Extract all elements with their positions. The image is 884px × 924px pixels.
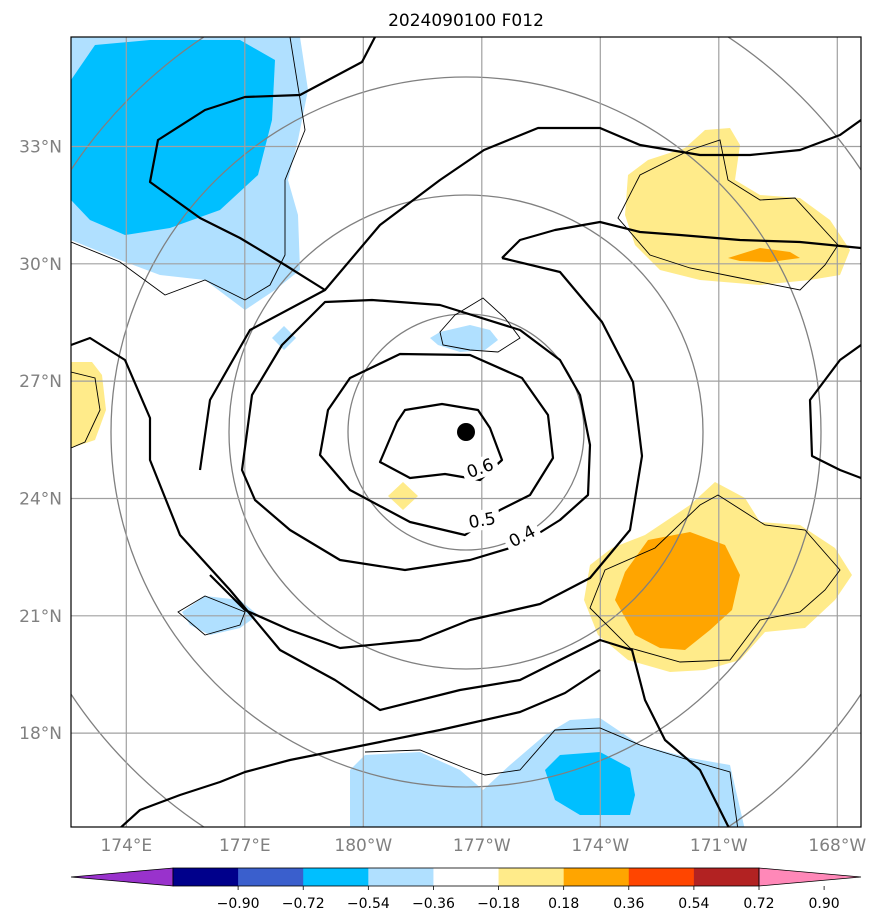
colorbar-tick-label: −0.36	[412, 896, 455, 912]
colorbar-tick-label: 0.36	[613, 896, 644, 912]
colorbar-segment	[368, 868, 434, 886]
colorbar-tick-label: −0.54	[347, 896, 390, 912]
contour-0.6	[378, 402, 504, 482]
range-ring-3	[110, 76, 822, 788]
outline-west-edge	[71, 371, 101, 449]
anomaly-outlines	[71, 37, 841, 827]
lat-tick-label: 33°N	[19, 138, 62, 158]
contour-0.3-lower	[209, 256, 644, 650]
lon-tick-label: 171°W	[690, 836, 748, 856]
colorbar-tick-label: 0.90	[809, 896, 840, 912]
colorbar-segment	[303, 868, 369, 886]
outline-se	[589, 494, 841, 663]
lat-tick-label: 30°N	[19, 255, 62, 275]
colorbar-tick-label: 0.18	[548, 896, 579, 912]
fill-yellow-ne	[625, 128, 850, 285]
colorbar-tick-label: 0.72	[743, 896, 774, 912]
colorbar-frame	[172, 867, 760, 887]
lon-tick-label: 180°W	[334, 836, 392, 856]
colorbar-tick-label: −0.90	[217, 896, 260, 912]
positive-anomaly-fills	[71, 128, 852, 672]
colorbar-extend-low	[70, 867, 174, 887]
colorbar-tick-label: 0.54	[678, 896, 709, 912]
colorbar-segment	[693, 868, 760, 886]
colorbar-tick-label: −0.18	[477, 896, 520, 912]
outline-nw	[71, 37, 306, 301]
contour-0.2-nw	[148, 37, 376, 291]
colorbar-extend-high	[758, 867, 862, 887]
lon-tick-label: 177°E	[219, 836, 271, 856]
colorbar-segment	[173, 868, 239, 886]
lat-tick-label: 24°N	[19, 489, 62, 509]
gridlines	[71, 37, 861, 827]
contour-0.1-south	[119, 669, 601, 827]
contour-labels: 0.6 0.5 0.4	[459, 452, 543, 554]
contour-0.5	[318, 352, 555, 537]
colorbar-segment	[433, 868, 500, 886]
fill-light-blue-north-center	[430, 325, 498, 352]
lon-tick-label: 177°W	[453, 836, 511, 856]
colorbar-segment	[628, 868, 695, 886]
lat-tick-labels: 33°N 30°N 27°N 24°N 21°N 18°N	[19, 138, 62, 745]
fill-orange-ne	[728, 248, 800, 262]
outline-north-center	[439, 297, 521, 353]
lon-tick-label: 174°E	[100, 836, 152, 856]
outline-ne	[617, 139, 839, 291]
fill-blue-south	[545, 752, 635, 815]
chart-title: 2024090100 F012	[388, 11, 544, 31]
lat-tick-label: 21°N	[19, 607, 62, 627]
fill-yellow-small-center	[388, 482, 418, 510]
lat-tick-label: 18°N	[19, 724, 62, 744]
contour-0.3-east	[501, 220, 861, 259]
contour-label-0.5: 0.5	[467, 509, 497, 533]
colorbar	[70, 867, 862, 887]
lon-tick-label: 174°W	[571, 836, 629, 856]
storm-center-marker	[457, 423, 475, 441]
outline-sw	[177, 595, 246, 636]
fill-yellow-west-edge	[71, 362, 106, 448]
plot-frame	[70, 36, 862, 828]
lat-tick-label: 27°N	[19, 372, 62, 392]
contour-0.3	[198, 119, 861, 471]
contours	[71, 37, 861, 827]
colorbar-segment	[238, 868, 304, 886]
range-ring-2	[228, 194, 704, 670]
outline-south	[364, 727, 739, 827]
lon-tick-labels: 174°E 177°E 180°W 177°W 174°W 171°W 168°W	[100, 836, 866, 856]
fill-orange-se	[615, 532, 740, 650]
colorbar-tick-labels: −0.90 −0.72 −0.54 −0.36 −0.18 0.18 0.36 0.54 0.7…	[217, 886, 840, 912]
contour-0.4	[240, 298, 592, 572]
colorbar-tick-label: −0.72	[282, 896, 325, 912]
colorbar-segment	[563, 868, 630, 886]
fill-light-blue-small-west	[272, 326, 296, 350]
colorbar-segment	[498, 868, 565, 886]
contour-0.2	[71, 336, 730, 827]
negative-anomaly-fills	[71, 37, 745, 827]
contour-0.2-east	[808, 344, 861, 480]
lon-tick-label: 168°W	[808, 836, 866, 856]
fill-blue-nw	[71, 40, 275, 235]
